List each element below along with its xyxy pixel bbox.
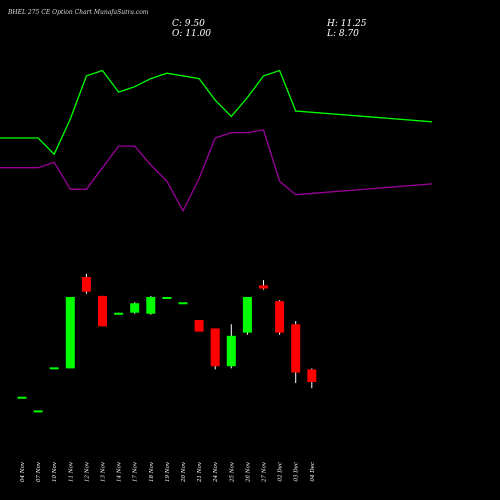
x-tick-label: 12 Nov bbox=[84, 461, 90, 482]
x-tick-label: 26 Nov bbox=[245, 461, 251, 483]
candle-13-nov bbox=[98, 295, 107, 327]
chart-site-title: BHEL 275 CE Option Chart MunafaSutra.com bbox=[8, 9, 149, 16]
candle-body bbox=[291, 324, 301, 373]
candle-body bbox=[81, 277, 91, 292]
x-tick-label: 19 Nov bbox=[165, 461, 171, 482]
x-tick-label: 20 Nov bbox=[181, 461, 187, 483]
indicator-line-2 bbox=[0, 129, 433, 213]
candle-body bbox=[146, 296, 156, 314]
candles bbox=[17, 273, 317, 413]
candle-body bbox=[307, 369, 317, 382]
x-tick-label: 04 Dec bbox=[310, 462, 316, 482]
candle-04-dec bbox=[307, 368, 317, 389]
x-axis-labels: 04 Nov 07 Nov 10 Nov 11 Nov 12 Nov 13 Nov 14 N… bbox=[20, 461, 316, 483]
x-tick-label: 14 Nov bbox=[117, 461, 123, 482]
x-tick-label: 11 Nov bbox=[68, 461, 74, 482]
candle-body bbox=[226, 335, 236, 367]
x-tick-label: 21 Nov bbox=[197, 461, 203, 483]
x-tick-label: 04 Nov bbox=[20, 461, 26, 482]
x-tick-label: 02 Dec bbox=[278, 462, 284, 482]
candle-body bbox=[178, 302, 188, 305]
candle-20-nov bbox=[178, 302, 188, 305]
x-tick-label: 25 Nov bbox=[229, 461, 235, 483]
candle-body bbox=[49, 367, 59, 370]
indicator-line-1 bbox=[0, 69, 433, 156]
x-tick-label: 10 Nov bbox=[52, 461, 58, 482]
x-tick-label: 18 Nov bbox=[149, 461, 155, 482]
candle-26-nov bbox=[242, 296, 252, 335]
candle-17-nov bbox=[130, 302, 140, 314]
candle-body bbox=[33, 410, 43, 413]
open-price-readout: O: 11.00 bbox=[172, 29, 212, 39]
x-tick-label: 24 Nov bbox=[213, 461, 219, 483]
candle-body bbox=[242, 296, 252, 333]
candle-body bbox=[194, 320, 204, 332]
candle-04-nov bbox=[17, 396, 27, 399]
x-tick-label: 17 Nov bbox=[133, 461, 139, 482]
x-tick-label: 13 Nov bbox=[101, 461, 107, 482]
candle-body bbox=[65, 296, 75, 369]
candle-12-nov bbox=[81, 273, 91, 294]
candle-03-dec bbox=[291, 321, 301, 384]
candle-11-nov bbox=[65, 296, 75, 369]
candle-21-nov bbox=[194, 320, 204, 332]
candle-body bbox=[210, 328, 220, 367]
candle-07-nov bbox=[33, 410, 43, 413]
candle-27-nov bbox=[259, 280, 268, 290]
candle-19-nov bbox=[162, 297, 172, 299]
x-tick-label: 07 Nov bbox=[36, 461, 42, 482]
high-price-readout: H: 11.25 bbox=[327, 19, 367, 29]
indicator-lines bbox=[0, 69, 433, 213]
candle-body bbox=[17, 396, 27, 399]
close-price-readout: C: 9.50 bbox=[172, 19, 205, 29]
candle-14-nov bbox=[114, 312, 124, 315]
candle-18-nov bbox=[146, 295, 156, 315]
x-tick-label: 03 Dec bbox=[294, 462, 300, 482]
candle-body bbox=[259, 285, 268, 289]
low-price-readout: L: 8.70 bbox=[327, 29, 359, 39]
candle-body bbox=[130, 303, 140, 313]
candle-body bbox=[114, 312, 124, 315]
candle-25-nov bbox=[226, 324, 236, 369]
candle-body bbox=[275, 301, 285, 333]
candle-02-dec bbox=[275, 300, 285, 335]
candle-24-nov bbox=[210, 328, 220, 370]
candle-body bbox=[98, 295, 107, 327]
candle-10-nov bbox=[49, 367, 59, 370]
x-tick-label: 27 Nov bbox=[262, 461, 268, 483]
candle-body bbox=[162, 297, 172, 299]
